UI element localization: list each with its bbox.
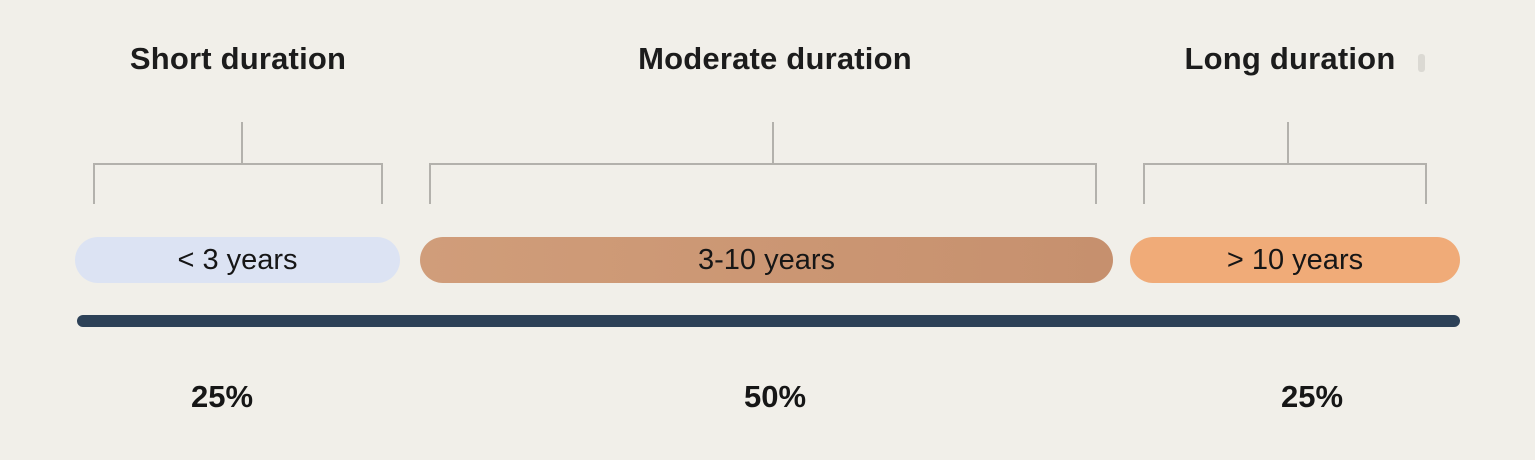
bracket-tick-right — [381, 163, 383, 204]
segment-title-moderate: Moderate duration — [638, 41, 912, 76]
bracket-bar — [429, 163, 1097, 165]
bracket-tick-left — [1143, 163, 1145, 204]
range-pill-moderate: 3-10 years — [420, 237, 1113, 283]
segment-title-short: Short duration — [129, 41, 347, 76]
range-pill-long: > 10 years — [1130, 237, 1460, 283]
segment-title-long: Long duration — [1184, 41, 1396, 76]
bracket-tick-left — [93, 163, 95, 204]
bracket-tick-left — [429, 163, 431, 204]
bracket-stem — [772, 122, 774, 164]
timeline-axis — [77, 315, 1460, 327]
bracket-bar — [93, 163, 383, 165]
range-pill-short: < 3 years — [75, 237, 400, 283]
bracket-bar — [1143, 163, 1427, 165]
bracket-tick-right — [1425, 163, 1427, 204]
bracket-tick-right — [1095, 163, 1097, 204]
allocation-percent-short: 25% — [190, 379, 254, 414]
allocation-percent-long: 25% — [1280, 379, 1344, 414]
bracket-stem — [1287, 122, 1289, 164]
allocation-percent-moderate: 50% — [743, 379, 807, 414]
ghost-text-artifact — [1418, 54, 1425, 72]
bracket-stem — [241, 122, 243, 164]
